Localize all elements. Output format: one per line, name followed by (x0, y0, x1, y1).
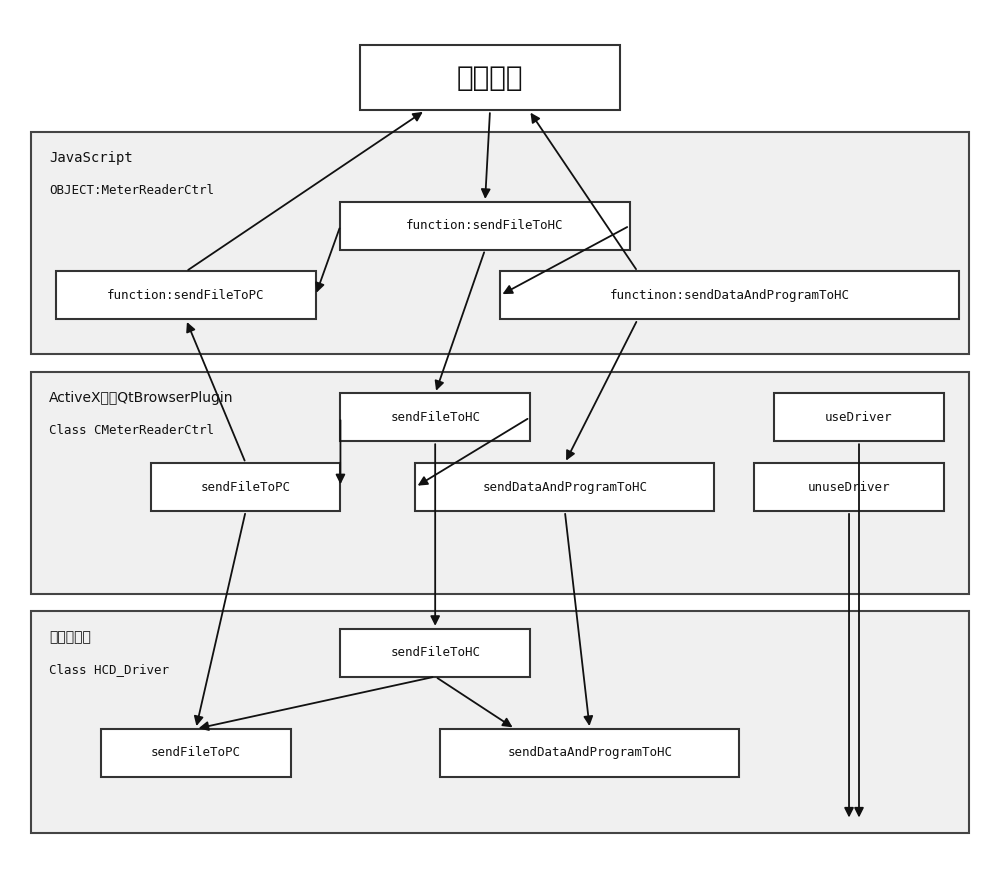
Text: sendFileToHC: sendFileToHC (390, 646, 480, 659)
Text: 动态链接库: 动态链接库 (49, 630, 91, 644)
Bar (774, 393, 944, 441)
Bar (440, 729, 739, 777)
Text: sendFileToPC: sendFileToPC (201, 481, 291, 494)
Text: functinon:sendDataAndProgramToHC: functinon:sendDataAndProgramToHC (609, 289, 849, 302)
Text: function:sendFileToPC: function:sendFileToPC (107, 289, 265, 302)
Bar (31, 371, 969, 593)
Text: function:sendFileToHC: function:sendFileToHC (406, 219, 564, 232)
Text: JavaScript: JavaScript (49, 151, 133, 165)
Text: OBJECT:MeterReaderCtrl: OBJECT:MeterReaderCtrl (49, 184, 214, 198)
Bar (415, 463, 714, 511)
Bar (151, 463, 340, 511)
Bar (31, 611, 969, 834)
Bar (360, 45, 620, 110)
Bar (31, 132, 969, 354)
Text: useDriver: useDriver (825, 411, 893, 424)
Bar (754, 463, 944, 511)
Text: unuseDriver: unuseDriver (808, 481, 890, 494)
Text: Class CMeterReaderCtrl: Class CMeterReaderCtrl (49, 424, 214, 437)
Text: sendDataAndProgramToHC: sendDataAndProgramToHC (507, 746, 672, 760)
Bar (500, 272, 959, 319)
Text: Class HCD_Driver: Class HCD_Driver (49, 663, 169, 676)
Text: ActiveX或者QtBrowserPlugin: ActiveX或者QtBrowserPlugin (49, 391, 234, 405)
Bar (340, 628, 530, 676)
Bar (56, 272, 316, 319)
Text: sendDataAndProgramToHC: sendDataAndProgramToHC (482, 481, 647, 494)
Text: sendFileToPC: sendFileToPC (151, 746, 241, 760)
Bar (101, 729, 291, 777)
Bar (340, 202, 630, 250)
Text: sendFileToHC: sendFileToHC (390, 411, 480, 424)
Text: 应用程序: 应用程序 (457, 64, 523, 92)
Bar (340, 393, 530, 441)
